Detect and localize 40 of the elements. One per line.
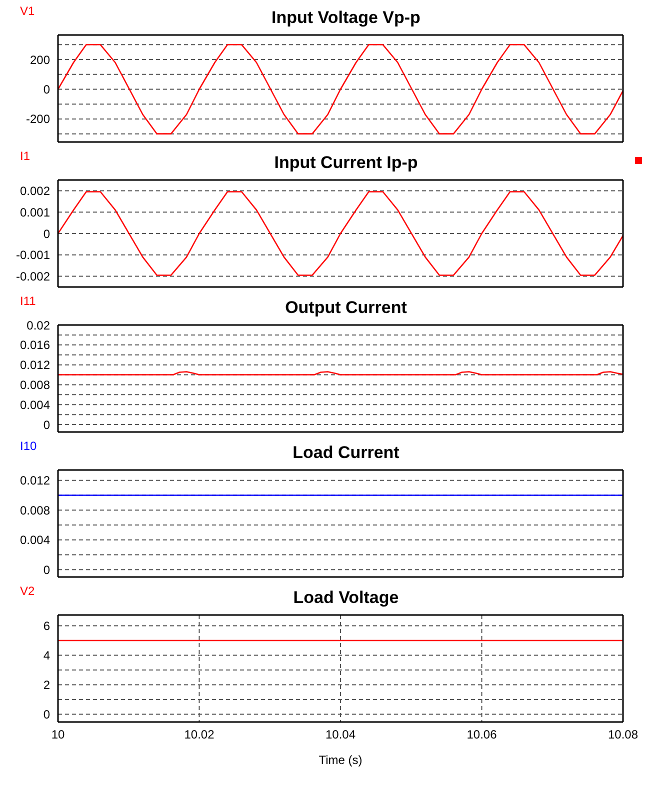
y-tick-label: 0.004 [20,533,50,548]
y-tick-label: -0.001 [16,248,50,262]
y-tick-label: 0.016 [20,338,50,352]
y-tick-label: 0 [43,707,50,722]
y-tick-label: 0.008 [20,503,50,518]
x-tick-label: 10 [51,728,65,742]
line-series [58,44,623,134]
y-tick-label: 0.002 [20,184,50,198]
text: V2 [20,584,35,598]
y-tick-label: 4 [43,648,50,662]
chart-title: Input Current Ip-p [273,153,419,173]
y-tick-label: 0 [43,418,50,432]
y-tick-label: 6 [43,619,50,634]
text: I1 [20,149,30,163]
y-tick-label: 2 [43,678,50,692]
y-tick-label: 0.008 [20,378,50,392]
x-axis-title: Time (s) [318,753,362,767]
y-tick-label: 200 [30,52,50,67]
y-tick-label: 0 [43,82,50,97]
chart-title: Output Current [284,298,408,318]
y-tick-label: 0 [43,562,50,577]
chart-title: Input Voltage Vp-p [270,8,422,28]
y-tick-label: 0.012 [20,474,50,488]
y-tick-label: -200 [26,112,50,126]
y-tick-label: 0.004 [20,398,50,412]
y-tick-label: 0 [43,226,50,241]
line-series [58,191,623,276]
text: I10 [20,439,37,453]
y-tick-label: 0.012 [20,358,50,372]
x-tick-label: 10.06 [466,728,498,742]
text: V1 [20,4,35,18]
chart-title: Load Current [292,443,400,463]
chart-title: Load Voltage [292,588,400,608]
y-tick-label: 0.001 [20,205,50,220]
y-tick-label: -0.002 [16,270,50,284]
text: I11 [20,294,36,308]
y-tick-label: 0.02 [26,318,50,332]
x-tick-label: 10.04 [325,728,356,742]
x-tick-label: 10.08 [608,728,638,742]
x-tick-label: 10.02 [184,728,215,742]
